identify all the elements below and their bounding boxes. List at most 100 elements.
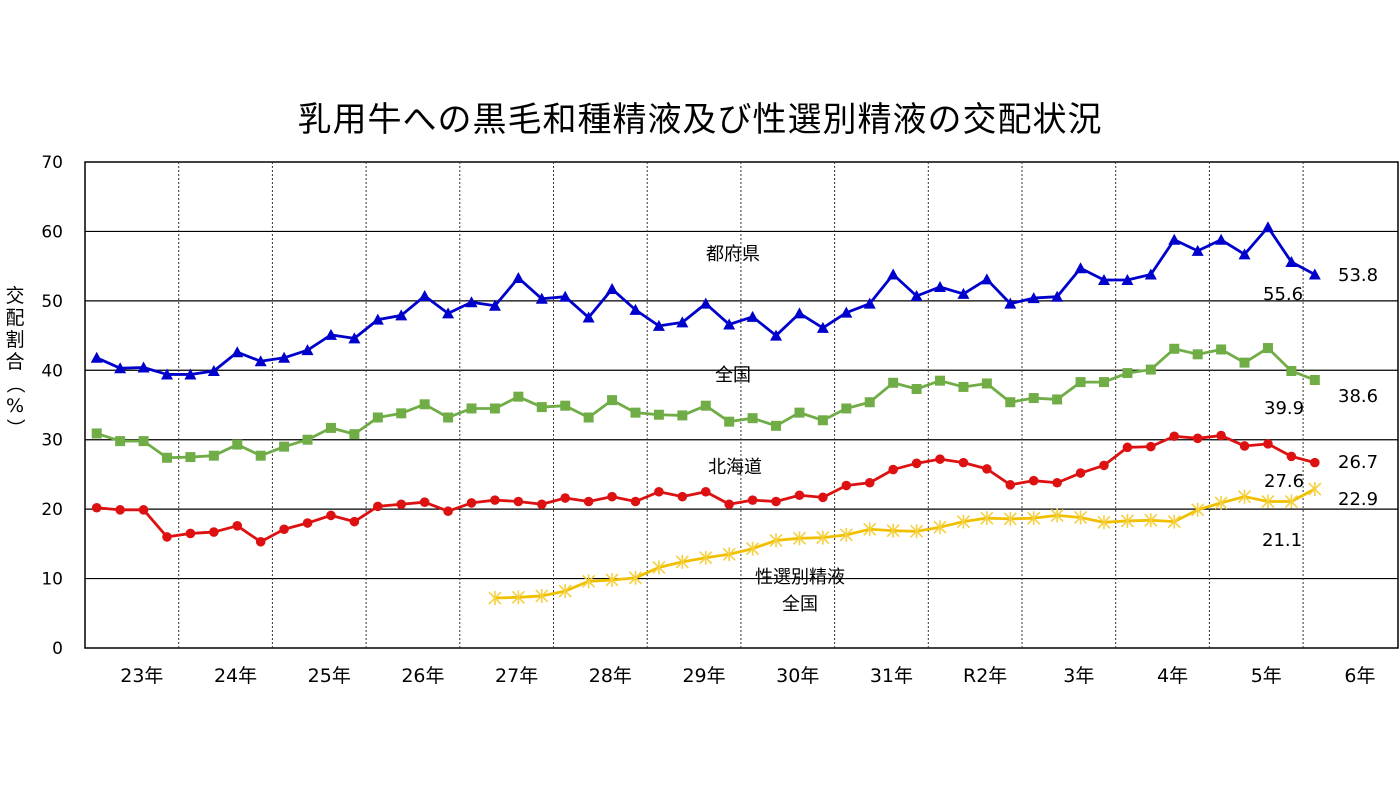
data-point xyxy=(863,297,876,309)
data-point xyxy=(418,289,431,301)
data-point xyxy=(1285,255,1298,267)
data-point xyxy=(910,289,923,301)
data-point xyxy=(630,407,641,418)
x-tick-label: 5年 xyxy=(1251,665,1282,687)
data-point xyxy=(396,408,407,419)
data-point xyxy=(1145,364,1156,375)
data-point xyxy=(1308,268,1321,280)
x-tick-label: 30年 xyxy=(776,665,819,687)
data-point xyxy=(863,522,877,537)
data-point xyxy=(511,590,525,605)
data-point xyxy=(560,400,571,411)
data-point xyxy=(1192,349,1203,360)
data-point xyxy=(1051,290,1064,302)
data-point xyxy=(746,541,760,556)
data-point xyxy=(935,375,946,386)
data-point xyxy=(1122,442,1133,453)
y-tick-label: 70 xyxy=(41,153,63,173)
data-point xyxy=(137,361,150,373)
data-point xyxy=(1144,268,1157,280)
x-tick-label: 25年 xyxy=(308,665,351,687)
x-tick-label: 4年 xyxy=(1157,665,1188,687)
data-point xyxy=(676,316,689,328)
data-point xyxy=(114,362,127,374)
data-point xyxy=(1261,221,1274,233)
data-point xyxy=(910,524,924,539)
data-point xyxy=(443,506,453,517)
data-point xyxy=(513,496,524,507)
data-point xyxy=(1097,515,1111,530)
data-point xyxy=(513,391,524,402)
data-point xyxy=(278,351,291,363)
x-tick-label: 28年 xyxy=(589,665,632,687)
data-point xyxy=(700,486,711,497)
data-point xyxy=(911,458,922,469)
data-point xyxy=(1120,513,1134,528)
data-point xyxy=(1097,274,1110,286)
data-point xyxy=(956,514,971,529)
data-point xyxy=(1027,292,1040,304)
x-tick-label: 3年 xyxy=(1063,665,1094,687)
data-label: 21.1 xyxy=(1262,530,1302,551)
x-tick-label: 6年 xyxy=(1344,665,1375,687)
data-point xyxy=(699,297,712,309)
data-point xyxy=(816,530,830,545)
data-point xyxy=(652,319,665,331)
data-point xyxy=(770,329,783,341)
data-point xyxy=(1027,511,1041,526)
data-point xyxy=(255,536,266,547)
data-point xyxy=(1214,495,1228,510)
x-tick-label: 23年 xyxy=(120,665,163,687)
data-point xyxy=(138,505,149,515)
data-point xyxy=(864,477,875,488)
data-point xyxy=(488,591,502,606)
data-point xyxy=(818,492,828,503)
data-point xyxy=(208,450,219,461)
plot-border xyxy=(84,161,1399,649)
data-point xyxy=(1074,262,1087,274)
data-point xyxy=(1122,368,1133,379)
data-point xyxy=(911,384,922,395)
x-tick-label: R2年 xyxy=(963,665,1007,687)
data-point xyxy=(372,412,383,423)
data-point xyxy=(1237,489,1252,504)
data-point xyxy=(888,464,898,475)
data-point xyxy=(138,436,149,447)
data-point xyxy=(1004,297,1017,309)
data-point xyxy=(841,403,852,414)
data-point xyxy=(722,547,736,562)
data-point xyxy=(675,554,689,569)
series-3 xyxy=(488,482,1322,606)
data-point xyxy=(583,412,594,423)
data-label: 53.8 xyxy=(1338,265,1378,286)
data-point xyxy=(1192,433,1203,444)
x-tick-label: 31年 xyxy=(870,665,913,687)
data-point xyxy=(465,296,478,308)
data-point xyxy=(442,307,455,319)
data-point xyxy=(490,495,500,505)
data-point xyxy=(371,313,384,325)
y-tick-label: 40 xyxy=(41,361,63,381)
data-point xyxy=(91,502,102,513)
data-point xyxy=(769,533,783,548)
data-point xyxy=(1239,441,1250,451)
data-point xyxy=(1028,393,1039,404)
data-point xyxy=(654,486,664,497)
data-point xyxy=(1263,439,1273,449)
data-point xyxy=(677,491,688,502)
series-layer xyxy=(90,221,1322,606)
data-point xyxy=(302,518,313,528)
data-point xyxy=(886,523,900,538)
data-point xyxy=(254,355,267,367)
axis-layer: 0 10 20 30 40 50 60 70 23年 24年 25年 26年 27年 28年 29年 30年 3… xyxy=(41,153,1375,687)
data-point xyxy=(677,410,688,421)
y-tick-label: 0 xyxy=(52,639,63,659)
series-line xyxy=(494,487,1316,600)
data-point xyxy=(232,439,243,450)
data-point xyxy=(185,528,196,539)
data-point xyxy=(185,452,196,463)
x-tick-label: 24年 xyxy=(214,665,257,687)
data-point xyxy=(957,287,970,299)
data-point xyxy=(1099,460,1109,471)
